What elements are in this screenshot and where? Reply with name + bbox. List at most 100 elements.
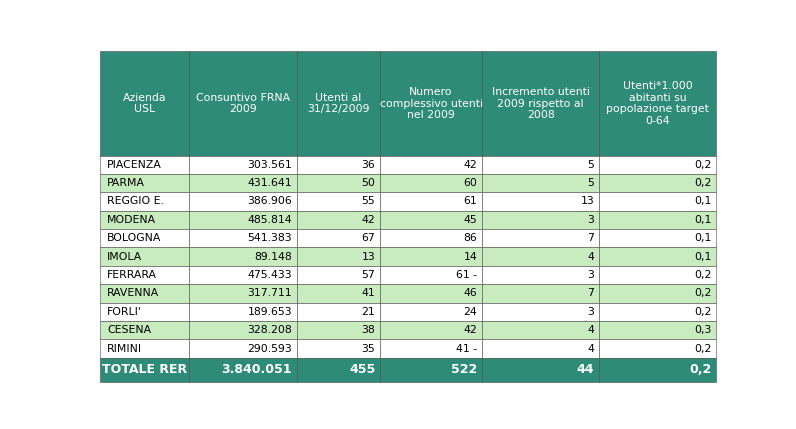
Bar <box>297 358 380 382</box>
Bar <box>482 266 599 284</box>
Text: 3: 3 <box>587 270 595 280</box>
Bar <box>297 174 380 192</box>
Text: 0,2: 0,2 <box>694 344 712 353</box>
Bar <box>599 51 716 156</box>
Bar <box>380 156 482 174</box>
Text: Numero
complessivo utenti
nel 2009: Numero complessivo utenti nel 2009 <box>380 87 482 120</box>
Bar <box>297 156 380 174</box>
Text: 45: 45 <box>463 215 477 225</box>
Bar <box>189 339 297 358</box>
Text: 44: 44 <box>577 363 595 376</box>
Bar <box>297 339 380 358</box>
Bar <box>100 321 189 339</box>
Text: 38: 38 <box>361 325 375 335</box>
Text: 0,1: 0,1 <box>694 215 712 225</box>
Bar <box>599 358 716 382</box>
Text: 36: 36 <box>361 160 375 170</box>
Text: 60: 60 <box>463 178 477 188</box>
Text: PARMA: PARMA <box>107 178 145 188</box>
Text: FORLI': FORLI' <box>107 307 142 317</box>
Text: 189.653: 189.653 <box>248 307 292 317</box>
Bar <box>189 284 297 302</box>
Bar <box>599 266 716 284</box>
Text: 386.906: 386.906 <box>248 196 292 206</box>
Text: 0,2: 0,2 <box>694 178 712 188</box>
Text: 0,2: 0,2 <box>694 307 712 317</box>
Bar <box>297 192 380 211</box>
Bar <box>380 248 482 266</box>
Text: 4: 4 <box>587 252 595 262</box>
Text: 21: 21 <box>361 307 375 317</box>
Bar <box>189 229 297 248</box>
Text: CESENA: CESENA <box>107 325 151 335</box>
Bar <box>297 51 380 156</box>
Bar <box>100 302 189 321</box>
Text: 485.814: 485.814 <box>248 215 292 225</box>
Text: TOTALE RER: TOTALE RER <box>102 363 187 376</box>
Bar <box>100 284 189 302</box>
Text: 0,2: 0,2 <box>694 288 712 299</box>
Text: 13: 13 <box>580 196 595 206</box>
Text: 431.641: 431.641 <box>248 178 292 188</box>
Bar <box>189 321 297 339</box>
Bar <box>380 229 482 248</box>
Text: Azienda
USL: Azienda USL <box>123 93 166 114</box>
Text: 61 -: 61 - <box>456 270 477 280</box>
Bar <box>380 174 482 192</box>
Text: PIACENZA: PIACENZA <box>107 160 162 170</box>
Text: 46: 46 <box>463 288 477 299</box>
Text: BOLOGNA: BOLOGNA <box>107 233 162 243</box>
Text: 541.383: 541.383 <box>248 233 292 243</box>
Text: 475.433: 475.433 <box>248 270 292 280</box>
Bar <box>100 339 189 358</box>
Text: 50: 50 <box>361 178 375 188</box>
Text: 24: 24 <box>463 307 477 317</box>
Text: 0,1: 0,1 <box>694 233 712 243</box>
Bar <box>380 51 482 156</box>
Bar <box>189 156 297 174</box>
Bar <box>189 302 297 321</box>
Text: IMOLA: IMOLA <box>107 252 142 262</box>
Text: 5: 5 <box>587 178 595 188</box>
Bar <box>100 266 189 284</box>
Bar <box>297 266 380 284</box>
Bar <box>482 321 599 339</box>
Bar <box>189 192 297 211</box>
Bar <box>599 339 716 358</box>
Bar <box>482 192 599 211</box>
Bar <box>482 358 599 382</box>
Bar <box>100 358 189 382</box>
Bar <box>189 266 297 284</box>
Text: 455: 455 <box>349 363 375 376</box>
Bar <box>380 358 482 382</box>
Text: 42: 42 <box>463 160 477 170</box>
Bar <box>599 229 716 248</box>
Bar <box>482 302 599 321</box>
Bar <box>482 284 599 302</box>
Bar <box>380 211 482 229</box>
Bar <box>100 174 189 192</box>
Text: 57: 57 <box>361 270 375 280</box>
Text: 0,2: 0,2 <box>694 270 712 280</box>
Text: MODENA: MODENA <box>107 215 156 225</box>
Text: 317.711: 317.711 <box>248 288 292 299</box>
Bar <box>100 192 189 211</box>
Text: 14: 14 <box>463 252 477 262</box>
Text: Consuntivo FRNA
2009: Consuntivo FRNA 2009 <box>196 93 290 114</box>
Bar <box>599 211 716 229</box>
Bar <box>482 156 599 174</box>
Bar <box>380 192 482 211</box>
Text: REGGIO E.: REGGIO E. <box>107 196 164 206</box>
Bar <box>100 156 189 174</box>
Text: 41: 41 <box>361 288 375 299</box>
Text: 35: 35 <box>361 344 375 353</box>
Bar <box>482 229 599 248</box>
Text: 13: 13 <box>361 252 375 262</box>
Bar <box>380 266 482 284</box>
Bar <box>482 51 599 156</box>
Bar <box>297 229 380 248</box>
Text: 3.840.051: 3.840.051 <box>221 363 292 376</box>
Text: 42: 42 <box>361 215 375 225</box>
Bar <box>100 248 189 266</box>
Bar <box>380 302 482 321</box>
